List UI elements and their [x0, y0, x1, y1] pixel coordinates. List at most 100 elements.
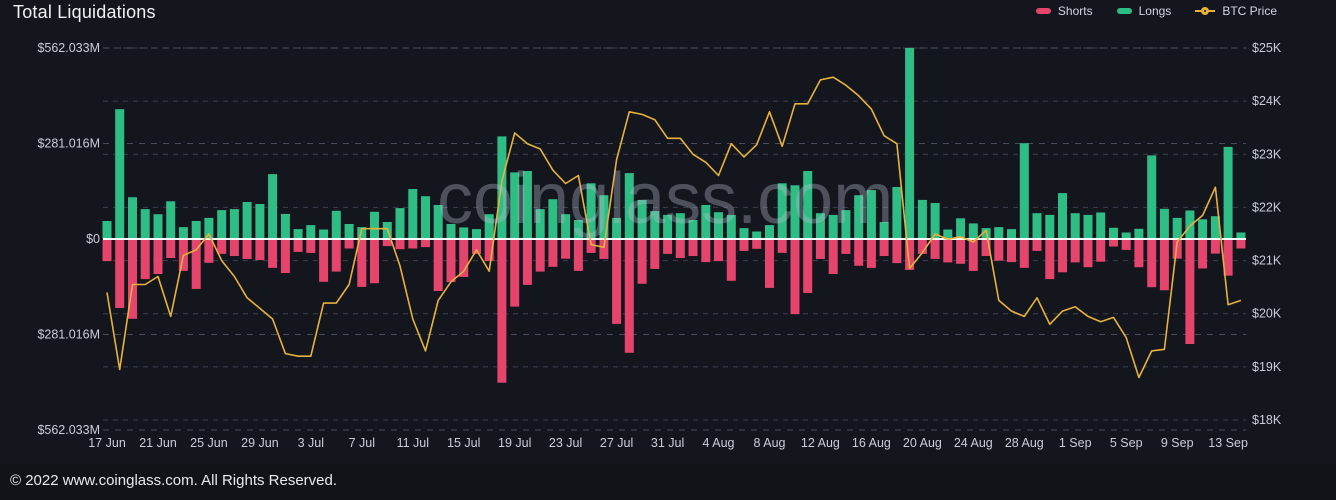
long-bar[interactable] [306, 225, 316, 239]
long-bar[interactable] [752, 231, 762, 240]
long-bar[interactable] [115, 109, 125, 239]
short-bar[interactable] [726, 240, 736, 281]
long-bar[interactable] [1007, 229, 1016, 239]
long-bar[interactable] [357, 227, 367, 239]
long-bar[interactable] [663, 214, 673, 239]
long-bar[interactable] [1058, 193, 1067, 239]
long-bar[interactable] [446, 224, 456, 239]
short-bar[interactable] [765, 240, 774, 288]
short-bar[interactable] [1134, 240, 1144, 268]
short-bar[interactable] [446, 240, 456, 283]
short-bar[interactable] [102, 240, 112, 262]
long-bar[interactable] [319, 229, 329, 240]
long-bar[interactable] [433, 205, 443, 239]
long-bar[interactable] [459, 227, 469, 239]
legend-item-shorts[interactable]: Shorts [1035, 4, 1093, 18]
short-bar[interactable] [790, 240, 800, 315]
long-bar[interactable] [1172, 217, 1182, 239]
long-bar[interactable] [1083, 214, 1093, 239]
long-bar[interactable] [1032, 213, 1042, 239]
short-bar[interactable] [968, 240, 978, 271]
long-bar[interactable] [1096, 212, 1106, 240]
long-bar[interactable] [548, 199, 558, 239]
short-bar[interactable] [268, 240, 278, 268]
short-bar[interactable] [739, 240, 749, 251]
legend-item-btc-price[interactable]: BTC Price [1195, 4, 1277, 18]
short-bar[interactable] [815, 240, 825, 259]
short-bar[interactable] [191, 240, 201, 289]
long-bar[interactable] [1159, 208, 1169, 239]
short-bar[interactable] [293, 240, 303, 252]
short-bar[interactable] [879, 240, 889, 256]
short-bar[interactable] [701, 240, 711, 263]
short-bar[interactable] [459, 240, 469, 277]
short-bar[interactable] [1109, 240, 1118, 247]
short-bar[interactable] [1096, 240, 1106, 262]
long-bar[interactable] [1147, 155, 1157, 239]
long-bar[interactable] [1236, 232, 1246, 240]
liquidations-chart[interactable]: $562.033M $281.016M $0 $281.016M $562.033M $2… [0, 0, 1336, 462]
short-bar[interactable] [586, 240, 596, 253]
long-bar[interactable] [841, 210, 851, 239]
long-bar[interactable] [905, 48, 915, 239]
short-bar[interactable] [688, 240, 698, 256]
long-bar[interactable] [1223, 146, 1233, 239]
long-bar[interactable] [497, 136, 507, 239]
long-bar[interactable] [765, 225, 774, 239]
short-bar[interactable] [382, 240, 392, 247]
shorts-bars[interactable] [102, 240, 1246, 383]
longs-bars[interactable] [102, 48, 1246, 240]
long-bar[interactable] [1121, 232, 1131, 240]
short-bar[interactable] [1032, 240, 1042, 251]
short-bar[interactable] [484, 240, 494, 262]
short-bar[interactable] [370, 240, 379, 284]
long-bar[interactable] [421, 196, 430, 239]
short-bar[interactable] [714, 240, 723, 262]
long-bar[interactable] [714, 212, 723, 239]
short-bar[interactable] [994, 240, 1004, 261]
short-bar[interactable] [981, 240, 991, 256]
long-bar[interactable] [178, 227, 188, 239]
short-bar[interactable] [777, 240, 787, 253]
long-bar[interactable] [956, 218, 966, 239]
long-bar[interactable] [166, 201, 176, 239]
short-bar[interactable] [140, 240, 150, 280]
long-bar[interactable] [472, 229, 481, 239]
long-bar[interactable] [701, 205, 711, 239]
short-bar[interactable] [497, 240, 507, 383]
short-bar[interactable] [930, 240, 940, 259]
long-bar[interactable] [331, 210, 341, 239]
long-bar[interactable] [917, 199, 927, 239]
long-bar[interactable] [344, 224, 354, 239]
long-bar[interactable] [293, 229, 303, 239]
short-bar[interactable] [663, 240, 673, 254]
long-bar[interactable] [1198, 219, 1208, 239]
short-bar[interactable] [1058, 240, 1067, 273]
short-bar[interactable] [433, 240, 443, 291]
short-bar[interactable] [624, 240, 634, 353]
short-bar[interactable] [331, 240, 341, 272]
long-bar[interactable] [854, 195, 864, 239]
short-bar[interactable] [522, 240, 532, 285]
long-bar[interactable] [815, 213, 825, 239]
short-bar[interactable] [752, 240, 762, 249]
long-bar[interactable] [1109, 227, 1118, 239]
long-bar[interactable] [1134, 228, 1144, 239]
long-bar[interactable] [930, 203, 940, 239]
long-bar[interactable] [688, 220, 698, 239]
short-bar[interactable] [357, 240, 367, 287]
long-bar[interactable] [1045, 214, 1055, 239]
long-bar[interactable] [650, 211, 660, 239]
long-bar[interactable] [268, 174, 278, 239]
short-bar[interactable] [395, 240, 405, 250]
short-bar[interactable] [472, 240, 481, 254]
short-bar[interactable] [956, 240, 966, 264]
short-bar[interactable] [280, 240, 290, 273]
long-bar[interactable] [229, 209, 239, 239]
long-bar[interactable] [408, 189, 418, 239]
short-bar[interactable] [166, 240, 176, 258]
short-bar[interactable] [650, 240, 660, 269]
short-bar[interactable] [1236, 240, 1246, 249]
short-bar[interactable] [637, 240, 647, 284]
long-bar[interactable] [739, 228, 749, 239]
